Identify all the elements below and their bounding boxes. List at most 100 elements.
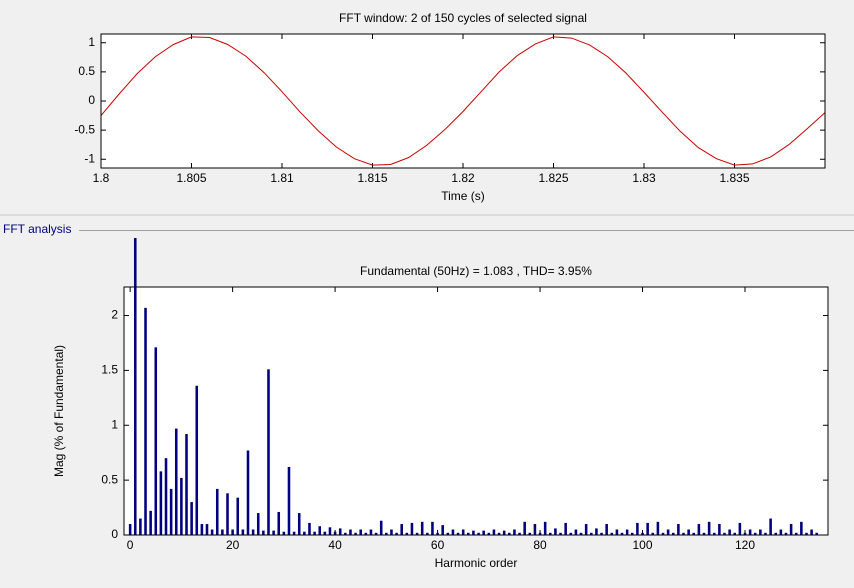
bar (692, 532, 696, 535)
bar (338, 528, 342, 535)
bar (641, 532, 644, 535)
bar (318, 526, 322, 535)
x-tick-label: 0 (127, 538, 134, 552)
bar (241, 529, 245, 535)
bar (497, 532, 501, 535)
bar (231, 529, 234, 535)
bar (518, 532, 521, 535)
bar (420, 521, 424, 535)
bar (226, 493, 229, 535)
bar (759, 529, 762, 535)
bar (210, 529, 214, 535)
bar (543, 521, 547, 535)
axes-box (123, 286, 829, 536)
bar (395, 532, 398, 535)
bar (426, 532, 429, 535)
bar (533, 524, 537, 535)
bar (528, 532, 532, 535)
bar (569, 532, 573, 535)
bar (502, 530, 506, 535)
bar (784, 532, 788, 535)
y-tick-label: -0.5 (74, 122, 95, 136)
bar (374, 532, 378, 535)
bar (492, 529, 496, 535)
bar (262, 530, 265, 535)
x-tick-label: 40 (328, 538, 342, 552)
bar (584, 524, 588, 535)
x-axis-label: Time (s) (441, 189, 485, 203)
bar (718, 524, 721, 535)
bar (169, 488, 173, 535)
bar (221, 529, 224, 535)
bar (620, 532, 624, 535)
bar (723, 532, 726, 535)
bar (164, 458, 168, 535)
bar (267, 369, 270, 535)
bar (190, 502, 193, 535)
bar (287, 466, 291, 535)
bar (379, 520, 383, 535)
bar (333, 531, 337, 535)
x-axis-label: Harmonic order (435, 556, 518, 570)
bar (554, 528, 557, 535)
bar (656, 521, 660, 535)
bar (805, 532, 808, 535)
bar (482, 530, 485, 535)
x-tick-label: 100 (633, 538, 653, 552)
bars (128, 238, 819, 535)
bar (794, 532, 798, 535)
bar (615, 529, 619, 535)
bar (687, 529, 690, 535)
bar (359, 529, 362, 535)
bar (800, 521, 803, 535)
bar (508, 532, 511, 535)
bar (712, 532, 716, 535)
y-tick-label: 1 (111, 417, 118, 431)
bar (559, 532, 562, 535)
bar (149, 510, 152, 535)
bar (323, 531, 327, 535)
bar (308, 522, 311, 535)
bar (364, 532, 368, 535)
bar (682, 532, 685, 535)
x-tick-label: 1.82 (451, 171, 475, 185)
bar (697, 524, 701, 535)
signal-line (100, 36, 826, 166)
bar (748, 529, 752, 535)
bar (405, 532, 409, 535)
y-tick-label: 0.5 (101, 472, 118, 486)
bar (630, 532, 634, 535)
x-tick-label: 120 (735, 538, 755, 552)
bar (133, 238, 137, 535)
y-tick-label: 0 (88, 93, 95, 107)
bar (456, 532, 460, 535)
panel-label: FFT analysis (3, 222, 71, 236)
chart-title: FFT window: 2 of 150 cycles of selected … (339, 11, 587, 25)
bar (282, 531, 286, 535)
chart-title: Fundamental (50Hz) = 1.083 , THD= 3.95% (360, 264, 592, 278)
bar (671, 532, 675, 535)
bar (472, 530, 475, 535)
x-tick-label: 60 (431, 538, 445, 552)
bar (297, 513, 301, 535)
bar (128, 524, 132, 535)
bar (328, 527, 332, 535)
bar (579, 532, 583, 535)
x-tick-label: 1.805 (176, 171, 206, 185)
bar (215, 488, 219, 535)
x-tick-label: 1.81 (270, 171, 294, 185)
bar (646, 522, 649, 535)
y-tick-label: 1 (88, 35, 95, 49)
bar (738, 522, 742, 535)
bar (590, 532, 593, 535)
plot-area (101, 34, 825, 168)
bar (205, 524, 209, 535)
x-tick-label: 1.815 (357, 171, 387, 185)
y-tick-label: 0 (111, 527, 118, 541)
bar (385, 532, 388, 535)
y-tick-label: 0.5 (78, 64, 95, 78)
bar (200, 524, 204, 535)
bar (292, 531, 296, 535)
bar (272, 530, 275, 535)
